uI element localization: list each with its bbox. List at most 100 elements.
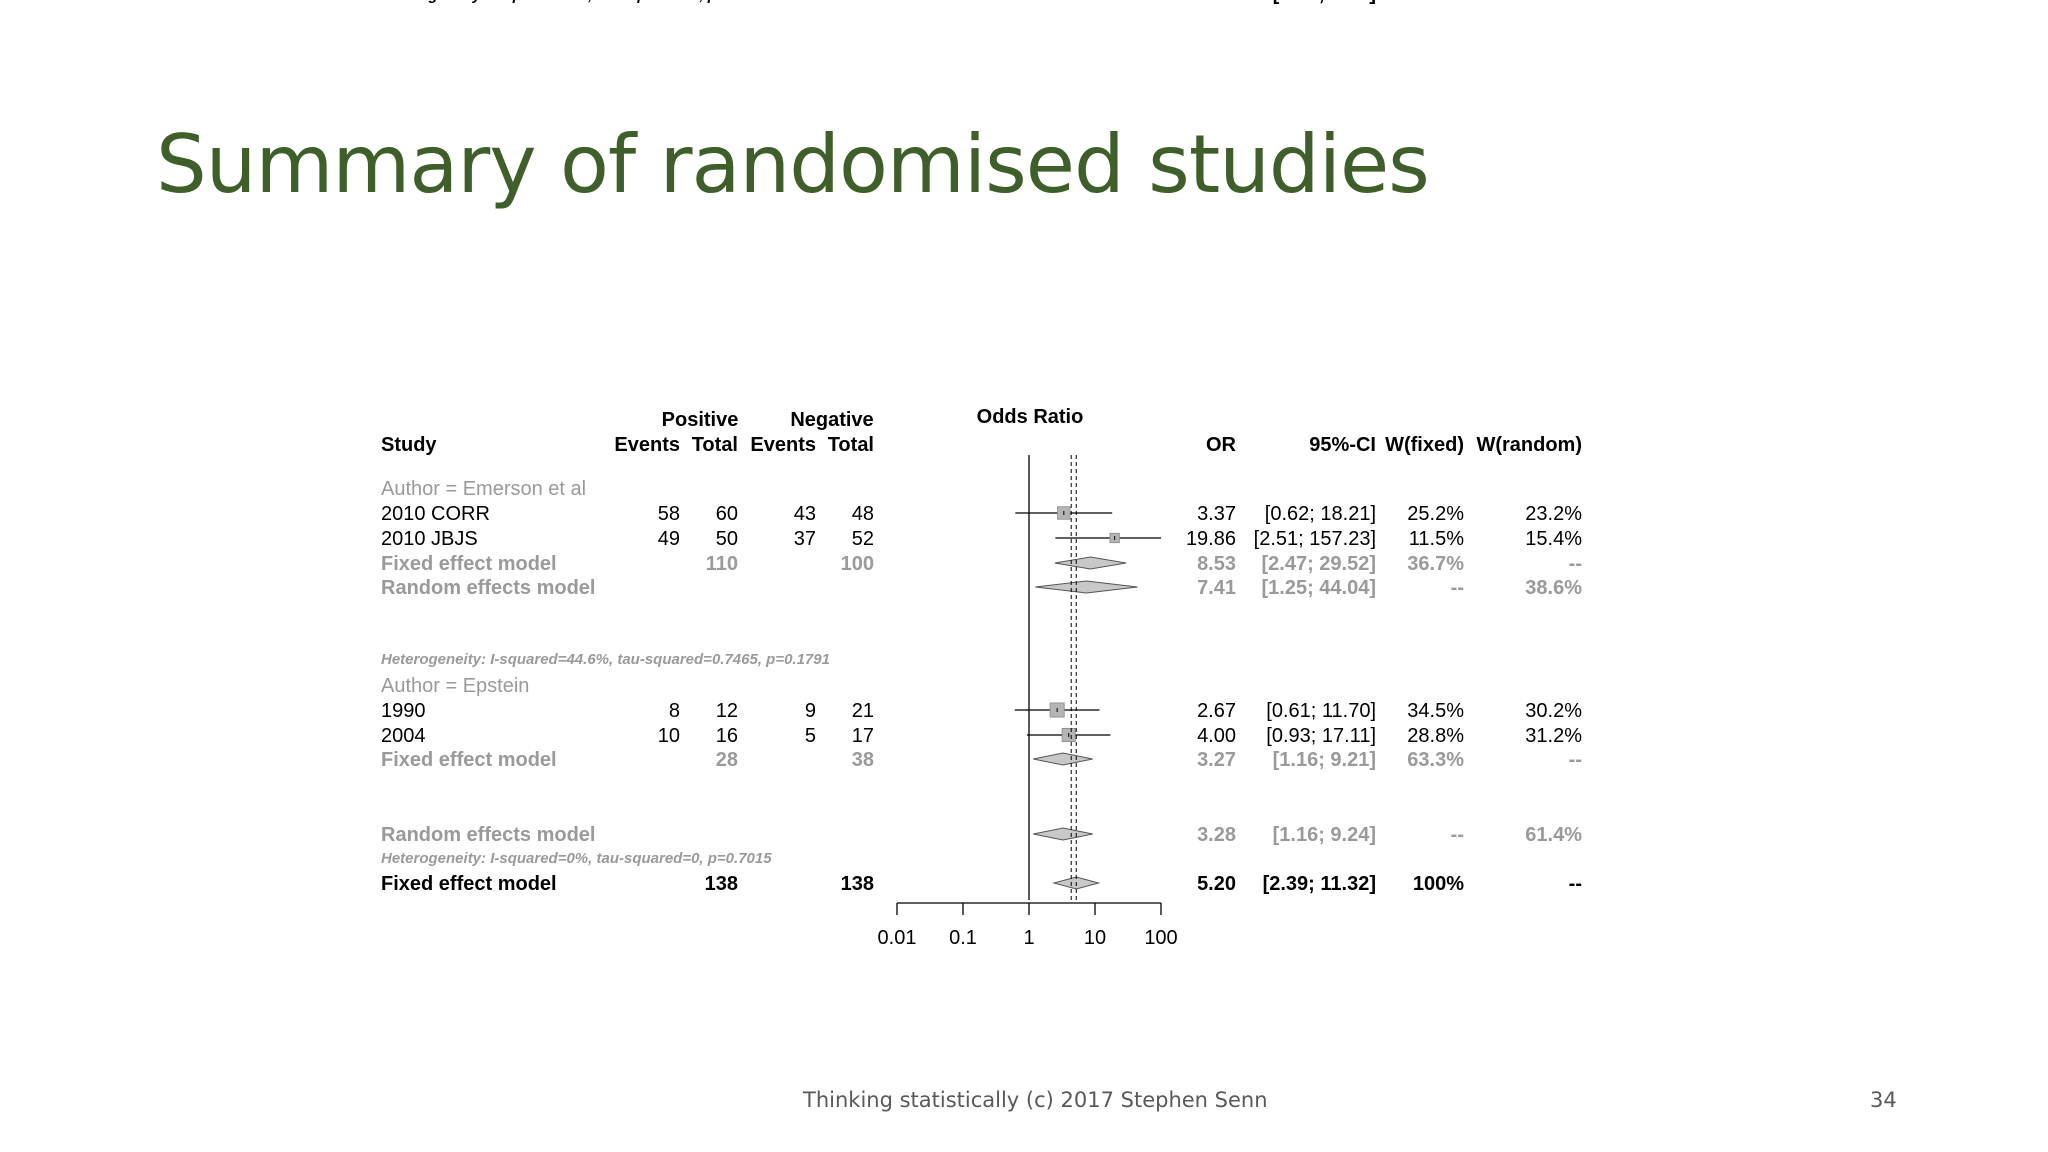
cell-w-fixed: 63.3% [1407, 749, 1464, 771]
cell-pos-events: 8 [669, 700, 680, 722]
row-label: Random effects model [381, 824, 595, 846]
page-number: 34 [1870, 1088, 1897, 1112]
x-tick-label: 10 [1084, 927, 1106, 949]
cell-neg-total: 21 [852, 700, 874, 722]
cell-w-random: -- [1569, 749, 1582, 771]
cell-neg-total: 138 [841, 873, 874, 895]
table-row: Fixed effect model 138 138 5.20 [2.39; 11.32… [381, 873, 1582, 895]
header-pos-total: Total [692, 434, 738, 456]
header-positive: Positive [662, 409, 739, 431]
cell-pos-events: 10 [658, 725, 680, 747]
cell-neg-events: 37 [794, 528, 816, 550]
cell-pos-events: 49 [658, 528, 680, 550]
cell-w-fixed: -- [1451, 0, 1464, 5]
cell-pos-total: 50 [716, 528, 738, 550]
cell-w-fixed: 11.5% [1409, 528, 1464, 550]
header-ci: 95%-CI [1309, 434, 1376, 456]
summary-diamond [1033, 827, 1093, 841]
table-row: 1990 8 12 9 21 2.67 [0.61; 11.70] 34.5% 30.2% [381, 700, 1582, 722]
plot-area: 0.01 0.1 1 10 100 [878, 455, 1178, 949]
row-label: Fixed effect model [381, 553, 557, 575]
table-row: Heterogeneity: I-squared=0%, tau-squared… [381, 850, 772, 867]
header-or: OR [1206, 434, 1237, 456]
table-row: Random effects model 3.28 [1.16; 9.24] -- 61… [381, 824, 1582, 846]
row-label: 2004 [381, 725, 426, 747]
cell-w-fixed: 100% [1413, 873, 1464, 895]
table-header: Positive Negative Study Events Total Eve… [381, 406, 1582, 456]
cell-w-random: -- [1569, 553, 1582, 575]
cell-w-random: 100% [1531, 0, 1582, 5]
cell-neg-events: 43 [794, 503, 816, 525]
cell-w-fixed: 25.2% [1407, 503, 1464, 525]
group-label: Author = Epstein [381, 675, 529, 697]
cell-w-random: 31.2% [1525, 725, 1582, 747]
cell-pos-total: 16 [716, 725, 738, 747]
cell-ci: [1.16; 9.21] [1273, 749, 1376, 771]
cell-w-fixed: 34.5% [1407, 700, 1464, 722]
table-row: Heterogeneity: I-squared=44.6%, tau-squa… [381, 651, 830, 668]
cell-ci: [2.47; 29.52] [1261, 553, 1376, 575]
x-tick-label: 1 [1023, 927, 1034, 949]
cell-w-random: 30.2% [1525, 700, 1582, 722]
cell-or: 5.20 [1197, 873, 1236, 895]
cell-neg-total: 17 [852, 725, 874, 747]
cell-or: 4.00 [1197, 725, 1236, 747]
cell-ci: [2.39; 11.32] [1263, 873, 1376, 895]
cell-neg-total: 38 [852, 749, 874, 771]
cell-w-random: 61.4% [1525, 824, 1582, 846]
cell-neg-events: 5 [805, 725, 816, 747]
row-label: Fixed effect model [381, 749, 557, 771]
cell-ci: [0.62; 18.21] [1265, 503, 1376, 525]
row-label: 2010 CORR [381, 503, 490, 525]
header-neg-total: Total [828, 434, 874, 456]
cell-w-random: 15.4% [1525, 528, 1582, 550]
cell-or: 2.67 [1197, 700, 1236, 722]
cell-w-random: -- [1569, 873, 1582, 895]
header-negative: Negative [790, 409, 873, 431]
group-label: Author = Emerson et al [381, 478, 586, 500]
heterogeneity-label: Heterogeneity: I-squared=0%, tau-squared… [381, 0, 772, 4]
heterogeneity-label: Heterogeneity: I-squared=0%, tau-squared… [381, 850, 772, 867]
table-row: 2010 JBJS 49 50 37 52 19.86 [2.51; 157.23] 11.5… [381, 528, 1582, 550]
cell-pos-total: 138 [705, 873, 738, 895]
table-row: 2010 CORR 58 60 43 48 3.37 [0.62; 18.21] 25.2% 2… [381, 503, 1582, 525]
row-label: 2010 JBJS [381, 528, 478, 550]
header-neg-events: Events [750, 434, 816, 456]
row-label: Random effects model [381, 0, 595, 5]
heterogeneity-label: Heterogeneity: I-squared=44.6%, tau-squa… [381, 651, 830, 668]
cell-ci: [2.51; 157.23] [1254, 528, 1376, 550]
cell-w-fixed: -- [1451, 824, 1464, 846]
table-row: Fixed effect model 110 100 8.53 [2.47; 29.52… [381, 553, 1582, 575]
x-tick-label: 0.01 [878, 927, 917, 949]
cell-or: 3.37 [1197, 503, 1236, 525]
cell-ci: [1.93; 9.81] [1273, 0, 1376, 5]
cell-w-fixed: 36.7% [1407, 553, 1464, 575]
cell-or: 3.27 [1197, 749, 1236, 771]
cell-pos-total: 110 [706, 553, 738, 575]
plot-title: Odds Ratio [977, 406, 1084, 428]
table-row: 2004 10 16 5 17 4.00 [0.93; 17.11] 28.8% 31.2% [381, 725, 1582, 747]
cell-w-fixed: 28.8% [1407, 725, 1464, 747]
x-tick-label: 0.1 [949, 927, 977, 949]
cell-w-fixed: -- [1451, 577, 1464, 599]
table-row: Heterogeneity: I-squared=0%, tau-squared… [381, 0, 772, 4]
cell-neg-total: 100 [841, 553, 874, 575]
cell-ci: [1.25; 44.04] [1261, 577, 1376, 599]
table-row: Random effects model 7.41 [1.25; 44.04] -- 3… [381, 577, 1582, 599]
cell-neg-total: 48 [852, 503, 874, 525]
summary-diamond [1054, 556, 1127, 570]
x-tick-label: 100 [1144, 927, 1177, 949]
cell-ci: [0.61; 11.70] [1266, 700, 1376, 722]
cell-or: 3.28 [1197, 824, 1236, 846]
cell-pos-events: 58 [658, 503, 680, 525]
table-row: Author = Epstein [381, 675, 529, 697]
cell-or: 8.53 [1197, 553, 1236, 575]
slide-title: Summary of randomised studies [156, 118, 1430, 211]
cell-pos-total: 12 [716, 700, 738, 722]
table-row: Author = Emerson et al [381, 478, 586, 500]
header-pos-events: Events [614, 434, 680, 456]
header-study: Study [381, 434, 437, 456]
row-label: 1990 [381, 700, 426, 722]
cell-neg-events: 9 [805, 700, 816, 722]
